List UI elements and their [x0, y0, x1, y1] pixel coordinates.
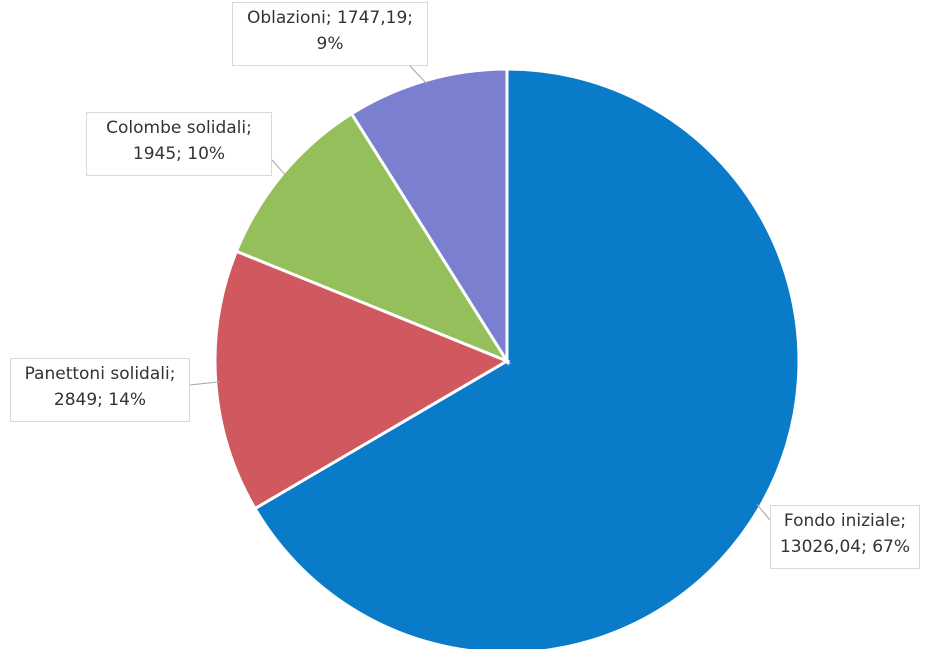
- data-label-fondo-iniziale: Fondo iniziale; 13026,04; 67%: [770, 505, 920, 569]
- data-label-line: Oblazioni; 1747,19;: [246, 8, 413, 28]
- data-label-line: Colombe solidali;: [106, 118, 252, 138]
- leader-line: [756, 503, 771, 521]
- data-label-line: 9%: [316, 34, 344, 54]
- leader-line: [189, 381, 220, 386]
- pie-slice-oblazioni: [349, 67, 509, 367]
- data-label-panettoni-solidali: Panettoni solidali; 2849; 14%: [10, 358, 190, 422]
- data-label-line: 13026,04; 67%: [779, 537, 911, 557]
- data-label-line: 2849; 14%: [53, 390, 147, 410]
- data-label-line: 1945; 10%: [132, 144, 226, 164]
- pie-slice-fondo-iniziale: [252, 67, 801, 649]
- data-label-line: Panettoni solidali;: [24, 364, 176, 384]
- leader-line: [409, 65, 428, 85]
- pie-slice-colombe-solidali: [234, 111, 511, 365]
- leader-line: [271, 159, 287, 177]
- data-label-colombe-solidali: Colombe solidali; 1945; 10%: [86, 112, 272, 176]
- data-label-oblazioni: Oblazioni; 1747,19; 9%: [232, 2, 428, 66]
- data-label-line: Fondo iniziale;: [783, 511, 907, 531]
